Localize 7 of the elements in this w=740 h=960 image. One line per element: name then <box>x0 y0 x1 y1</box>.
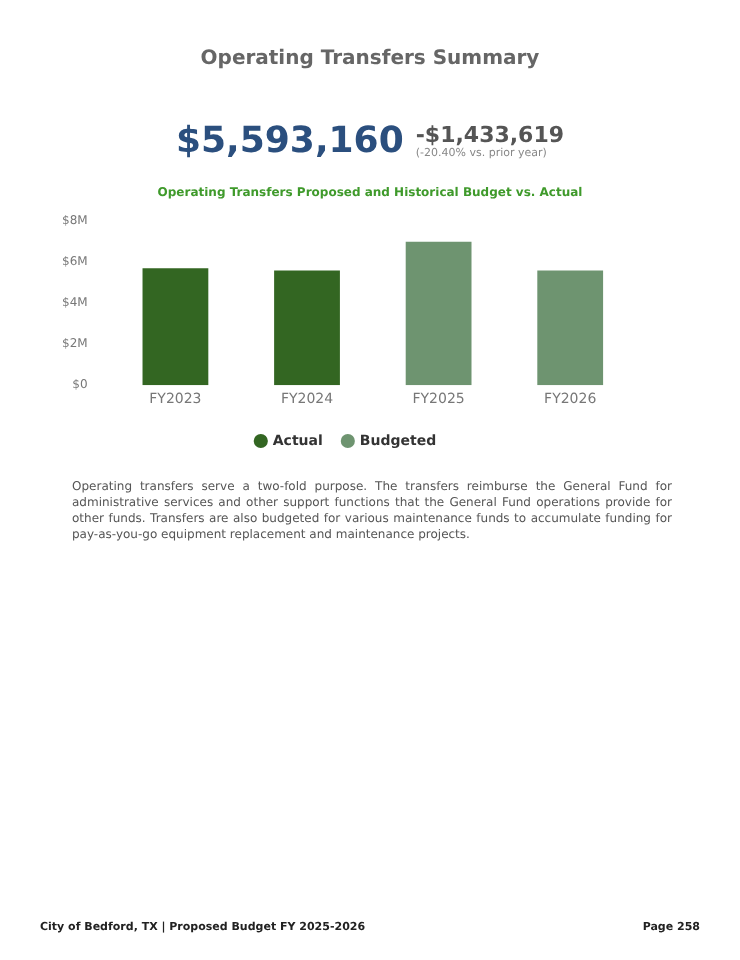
text: $5,593,160 <box>175 120 404 162</box>
bar <box>405 241 472 386</box>
chart-title: Operating Transfers Summary <box>198 48 542 70</box>
bar <box>142 268 209 386</box>
bar <box>274 270 340 386</box>
bar <box>537 270 604 386</box>
text: -$1,433,619 <box>415 122 565 148</box>
